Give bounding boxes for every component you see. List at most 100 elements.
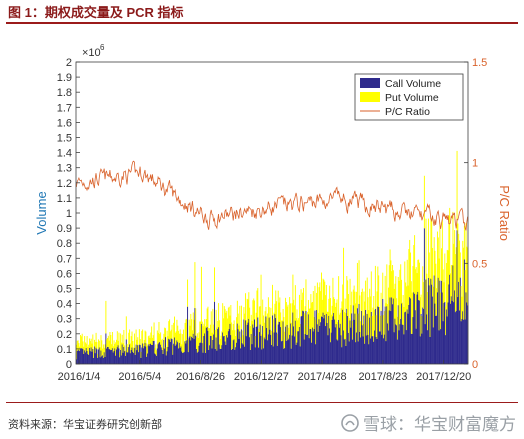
- put-volume-bar: [240, 337, 242, 349]
- put-volume-bar: [346, 276, 348, 309]
- call-volume-bar: [130, 349, 132, 364]
- call-volume-bar: [404, 312, 406, 364]
- call-volume-bar: [392, 304, 394, 364]
- call-volume-bar: [410, 333, 412, 364]
- call-volume-bar: [457, 297, 459, 364]
- put-volume-bar: [325, 284, 327, 314]
- put-volume-bar: [247, 299, 249, 323]
- put-volume-bar: [370, 296, 371, 339]
- put-volume-bar: [175, 331, 177, 345]
- call-volume-bar: [156, 355, 157, 364]
- call-volume-bar: [329, 342, 331, 364]
- put-volume-bar: [414, 235, 416, 294]
- put-volume-bar: [211, 332, 213, 349]
- call-volume-bar: [347, 316, 349, 364]
- call-volume-bar: [371, 336, 373, 364]
- call-volume-bar: [424, 324, 426, 364]
- put-volume-bar: [429, 278, 431, 337]
- put-volume-bar: [374, 265, 376, 309]
- call-volume-bar: [298, 327, 300, 364]
- call-volume-bar: [104, 356, 106, 364]
- call-volume-bar: [107, 346, 109, 364]
- call-volume-bar: [420, 313, 422, 364]
- put-volume-bar: [95, 332, 97, 348]
- put-volume-bar: [280, 320, 282, 342]
- put-volume-bar: [150, 332, 152, 344]
- call-volume-bar: [436, 315, 438, 364]
- call-volume-bar: [378, 331, 380, 364]
- put-volume-bar: [340, 308, 342, 336]
- y-axis-title: Volume: [34, 191, 49, 234]
- call-volume-bar: [359, 331, 361, 364]
- call-volume-bar: [84, 350, 86, 364]
- axes: 0 0.1 0.2 0.3 0.4 0.5 0.6 0.7 0.8 0.9 1 1.1 1.2 1.3 1.…: [34, 43, 512, 383]
- call-volume-bar: [280, 327, 282, 364]
- call-volume-bar: [462, 311, 464, 364]
- call-volume-bar: [327, 335, 329, 364]
- put-volume-bar: [283, 317, 285, 349]
- put-volume-bar: [217, 320, 219, 329]
- call-volume-bar: [265, 316, 267, 364]
- call-volume-bar: [286, 324, 288, 364]
- call-volume-bar: [160, 344, 162, 364]
- call-volume-bar: [453, 302, 455, 364]
- put-volume-bar: [460, 286, 462, 322]
- call-volume-bar: [233, 339, 235, 364]
- put-volume-bar: [265, 306, 267, 317]
- call-volume-bar: [244, 346, 246, 364]
- call-volume-bar: [405, 311, 407, 364]
- call-volume-bar: [419, 336, 421, 364]
- call-volume-bar: [121, 344, 123, 364]
- put-volume-bar: [450, 273, 451, 304]
- call-volume-bar: [98, 349, 100, 364]
- put-volume-bar: [229, 315, 231, 324]
- put-volume-bar: [249, 307, 251, 338]
- put-volume-bar: [158, 321, 160, 343]
- call-volume-bar: [336, 339, 338, 364]
- put-volume-bar: [289, 303, 291, 324]
- put-volume-bar: [432, 286, 434, 328]
- put-volume-bar: [284, 331, 286, 349]
- put-volume-bar: [433, 237, 435, 276]
- call-volume-bar: [200, 342, 202, 364]
- call-volume-bar: [133, 352, 135, 364]
- call-volume-bar: [345, 345, 347, 364]
- put-volume-bar: [314, 285, 316, 311]
- put-volume-bar: [101, 340, 103, 357]
- put-volume-bar: [162, 347, 164, 354]
- call-volume-bar: [325, 313, 327, 364]
- put-volume-bar: [443, 282, 445, 303]
- put-volume-bar: [364, 301, 366, 344]
- put-volume-bar: [286, 306, 288, 325]
- put-volume-bar: [347, 294, 349, 333]
- put-volume-bar: [420, 294, 422, 314]
- call-volume-bar: [282, 321, 284, 364]
- put-volume-bar: [137, 337, 139, 346]
- call-volume-bar: [160, 347, 162, 364]
- call-volume-bar: [295, 344, 297, 364]
- put-volume-bar: [131, 331, 133, 348]
- call-volume-bar: [390, 311, 392, 364]
- put-volume-bar: [386, 264, 388, 307]
- put-volume-bar: [264, 311, 266, 340]
- put-volume-bar: [128, 332, 130, 348]
- call-volume-bar: [122, 352, 124, 364]
- title-rule: [6, 22, 518, 24]
- call-volume-bar: [452, 265, 454, 364]
- y-tick-label: 1.5: [57, 133, 72, 145]
- call-volume-bar: [209, 345, 211, 364]
- put-volume-bar: [334, 299, 336, 320]
- call-volume-bar: [435, 315, 437, 364]
- put-volume-bar: [310, 294, 312, 330]
- put-volume-bar: [129, 329, 131, 345]
- call-volume-bar: [321, 316, 322, 364]
- call-volume-bar: [155, 354, 157, 364]
- call-volume-bar: [292, 312, 294, 364]
- put-volume-bar: [414, 269, 416, 311]
- call-volume-bar: [373, 341, 375, 364]
- put-volume-bar: [209, 324, 211, 336]
- call-volume-bar: [307, 334, 309, 364]
- call-volume-bar: [108, 348, 110, 364]
- put-volume-bar: [107, 335, 109, 347]
- call-volume-bar: [147, 344, 149, 364]
